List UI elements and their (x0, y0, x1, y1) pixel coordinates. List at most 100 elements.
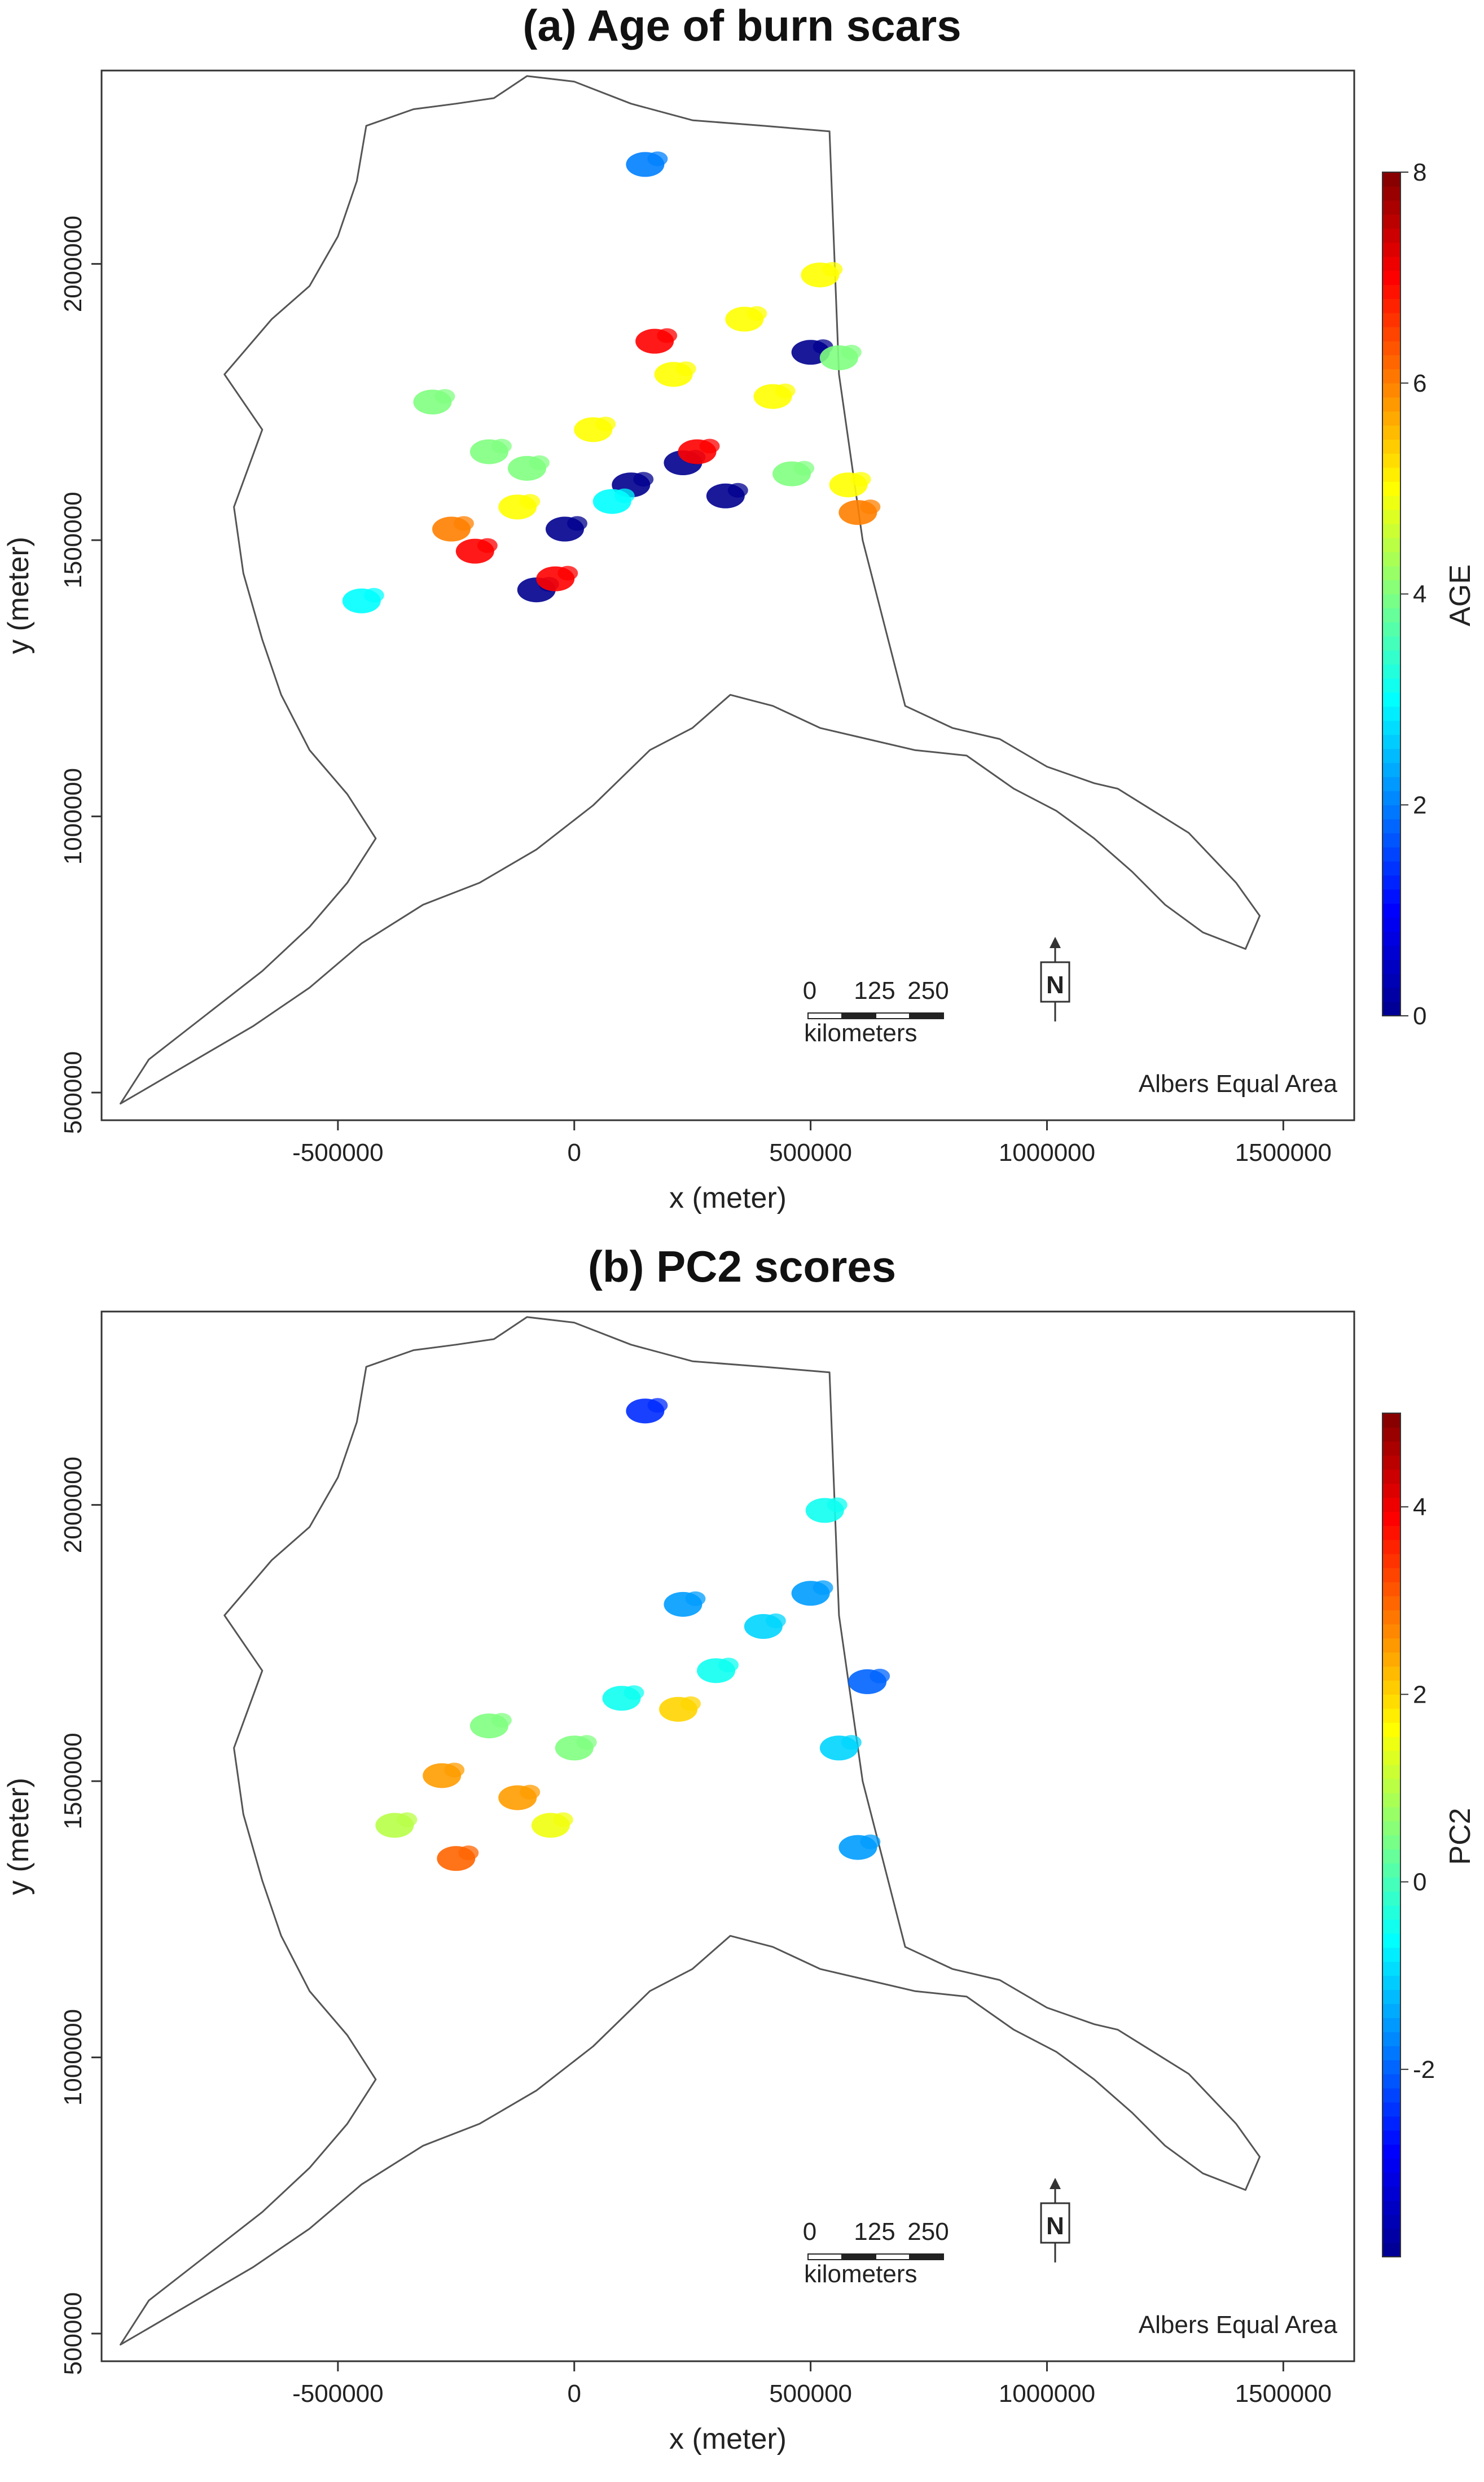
north-arrow-icon: N (1040, 937, 1070, 1021)
y-tick-label: 1500000 (59, 492, 87, 588)
colorbar-tick-label: 4 (1413, 1493, 1426, 1521)
colorbar-step (1382, 819, 1400, 834)
colorbar-step (1382, 453, 1400, 468)
north-arrow-icon: N (1040, 2178, 1070, 2262)
y-axis-label: y (meter) (2, 537, 35, 654)
data-patch (819, 1735, 862, 1761)
data-patch-lobe (747, 306, 767, 321)
data-patch (791, 1580, 833, 1606)
colorbar-step (1382, 2003, 1400, 2019)
colorbar-step (1382, 256, 1400, 271)
colorbar-step (1382, 1610, 1400, 1625)
colorbar-step (1382, 720, 1400, 735)
colorbar-step (1382, 805, 1400, 819)
data-patch-lobe (685, 1591, 706, 1606)
colorbar-step (1382, 580, 1400, 595)
data-patch (531, 1812, 573, 1838)
colorbar-step (1382, 1525, 1400, 1540)
data-patch-lobe (529, 455, 550, 470)
data-patch (772, 461, 815, 486)
colorbar-step (1382, 495, 1400, 510)
colorbar-step (1382, 481, 1400, 496)
colorbar-step (1382, 510, 1400, 524)
colorbar-step (1382, 172, 1400, 187)
map-svg-b: (b) PC2 scores -500000 0 500000 1000000 1500… (2, 1242, 1477, 2455)
data-patch-lobe (633, 472, 654, 487)
scale-seg-4 (909, 2253, 944, 2260)
x-tick-label: 0 (567, 1139, 581, 1167)
scale-label-125: 125 (854, 2218, 895, 2246)
colorbar-step (1382, 1002, 1400, 1016)
colorbar-step (1382, 945, 1400, 960)
colorbar-step (1382, 1877, 1400, 1892)
colorbar-step (1382, 847, 1400, 862)
scale-label-0: 0 (803, 2218, 816, 2246)
x-tick-label: 1000000 (999, 2380, 1095, 2408)
scale-seg-3 (875, 2253, 910, 2260)
data-patch-lobe (657, 328, 678, 343)
colorbar-step (1382, 2060, 1400, 2075)
data-patch (469, 438, 512, 464)
colorbar-step (1382, 2032, 1400, 2046)
data-patch (725, 306, 767, 332)
colorbar: -2 0 2 4 (1382, 1413, 1435, 2257)
data-patch-lobe (491, 438, 512, 454)
y-tick-label: 500000 (59, 1051, 87, 1134)
colorbar-step (1382, 1751, 1400, 1765)
y-tick-label: 1000000 (59, 768, 87, 865)
y-axis-label: y (meter) (2, 1778, 35, 1895)
colorbar-step (1382, 1975, 1400, 1990)
panel-title: (a) Age of burn scars (523, 1, 961, 50)
colorbar-step (1382, 369, 1400, 384)
data-patch (423, 1762, 465, 1788)
colorbar-label: PC2 (1444, 1808, 1477, 1865)
colorbar-step (1382, 327, 1400, 341)
data-patch-lobe (576, 1735, 597, 1750)
data-patch-lobe (680, 1696, 701, 1711)
colorbar-step (1382, 2200, 1400, 2215)
data-patch-lobe (647, 1398, 668, 1413)
x-tick-label: 1000000 (999, 1139, 1095, 1167)
scale-bar: 0 125 250 kilometers (803, 2218, 949, 2288)
data-patch-lobe (699, 438, 720, 454)
colorbar-step (1382, 1947, 1400, 1962)
colorbar-step (1382, 1849, 1400, 1863)
plot-frame (100, 69, 1355, 1121)
alaska-outline (120, 1316, 1261, 2346)
colorbar-step (1382, 270, 1400, 285)
alaska-outline (120, 75, 1261, 1105)
data-patch (848, 1668, 890, 1694)
x-tick-label: -500000 (292, 1139, 383, 1167)
colorbar-step (1382, 1905, 1400, 1920)
data-patch (437, 1845, 479, 1871)
axes: -500000 0 500000 1000000 1500000 500000 100000… (59, 216, 1332, 1167)
colorbar-step (1382, 299, 1400, 313)
colorbar-step (1382, 748, 1400, 764)
data-patch (753, 383, 796, 409)
data-patch-lobe (397, 1812, 418, 1827)
scale-seg-1 (807, 1012, 842, 1019)
colorbar-step (1382, 1427, 1400, 1442)
data-patch-lobe (647, 151, 668, 166)
colorbar-step (1382, 1582, 1400, 1597)
data-patch (507, 455, 550, 481)
colorbar-step (1382, 973, 1400, 988)
data-patch-lobe (453, 516, 474, 531)
y-tick-label: 1500000 (59, 1733, 87, 1829)
x-axis-label: x (meter) (669, 2423, 787, 2455)
colorbar-step (1382, 1441, 1400, 1456)
data-patch-lobe (567, 516, 587, 531)
colorbar-step (1382, 2214, 1400, 2229)
colorbar-step (1382, 706, 1400, 721)
data-patch (498, 494, 541, 520)
colorbar-step (1382, 2074, 1400, 2089)
colorbar-tick-label: 0 (1413, 1869, 1426, 1896)
y-tick-label: 500000 (59, 2292, 87, 2375)
colorbar-step (1382, 1821, 1400, 1836)
colorbar-step (1382, 1708, 1400, 1723)
data-patch (801, 262, 843, 288)
data-patch-lobe (718, 1657, 739, 1673)
data-patch-lobe (552, 1812, 573, 1827)
y-tick-label: 2000000 (59, 216, 87, 312)
colorbar-step (1382, 2088, 1400, 2103)
